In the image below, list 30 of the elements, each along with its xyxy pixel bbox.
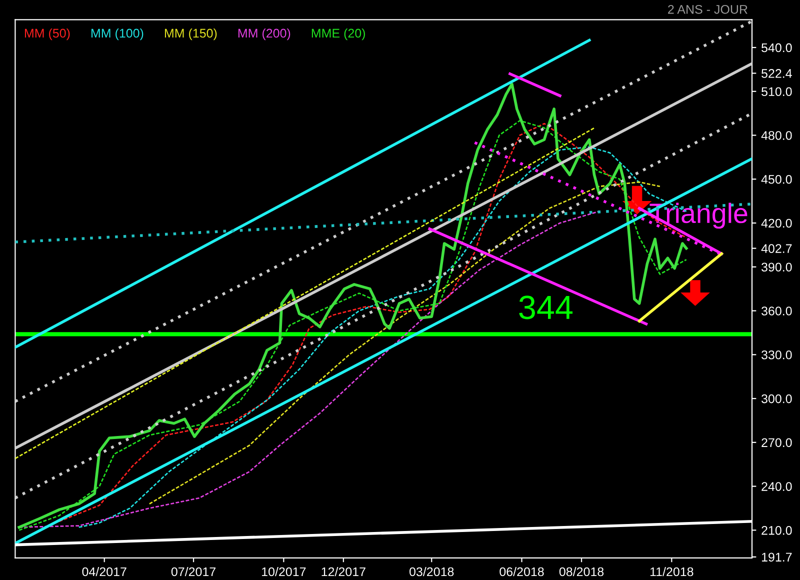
y-tick-label: 420.0: [761, 218, 792, 228]
y-tick-label: 522.4: [762, 69, 792, 78]
x-tick-label: 08/2018: [559, 566, 604, 576]
x-tick-label: 03/2018: [410, 566, 454, 576]
y-tick-label: 300.0: [762, 394, 792, 404]
text: MM (150): [164, 28, 217, 40]
y-tick-label: 191.7: [762, 552, 792, 562]
text: MME (20): [312, 28, 365, 40]
y-tick-label: 330.0: [762, 350, 792, 360]
y-tick-label: 510.0: [762, 87, 792, 96]
y-tick-label: 360.0: [762, 306, 792, 316]
text: MM (100): [92, 28, 144, 40]
y-tick-label: 270.0: [762, 438, 792, 448]
ref-line-label: 344: [519, 296, 573, 320]
x-tick-label: 07/2017: [171, 566, 216, 576]
chart-subtitle: 2 ANS - JOUR: [668, 4, 748, 14]
y-tick-label: 402.7: [761, 244, 792, 253]
y-tick-label: 210.0: [762, 526, 792, 535]
x-tick-label: 11/2018: [650, 566, 694, 576]
x-tick-label: 12/2017: [322, 566, 366, 576]
x-tick-label: 06/2018: [500, 566, 544, 576]
y-tick-label: 390.0: [762, 262, 792, 272]
y-tick-label: 240.0: [762, 482, 792, 491]
y-tick-label: 480.0: [761, 131, 792, 140]
y-tick-label: 450.0: [761, 174, 792, 184]
y-tick-label: 540.0: [762, 43, 792, 52]
text: MM (200): [238, 28, 290, 40]
text: MM (50): [24, 28, 70, 40]
x-tick-label: 10/2017: [262, 566, 306, 576]
x-tick-label: 04/2017: [82, 566, 126, 576]
